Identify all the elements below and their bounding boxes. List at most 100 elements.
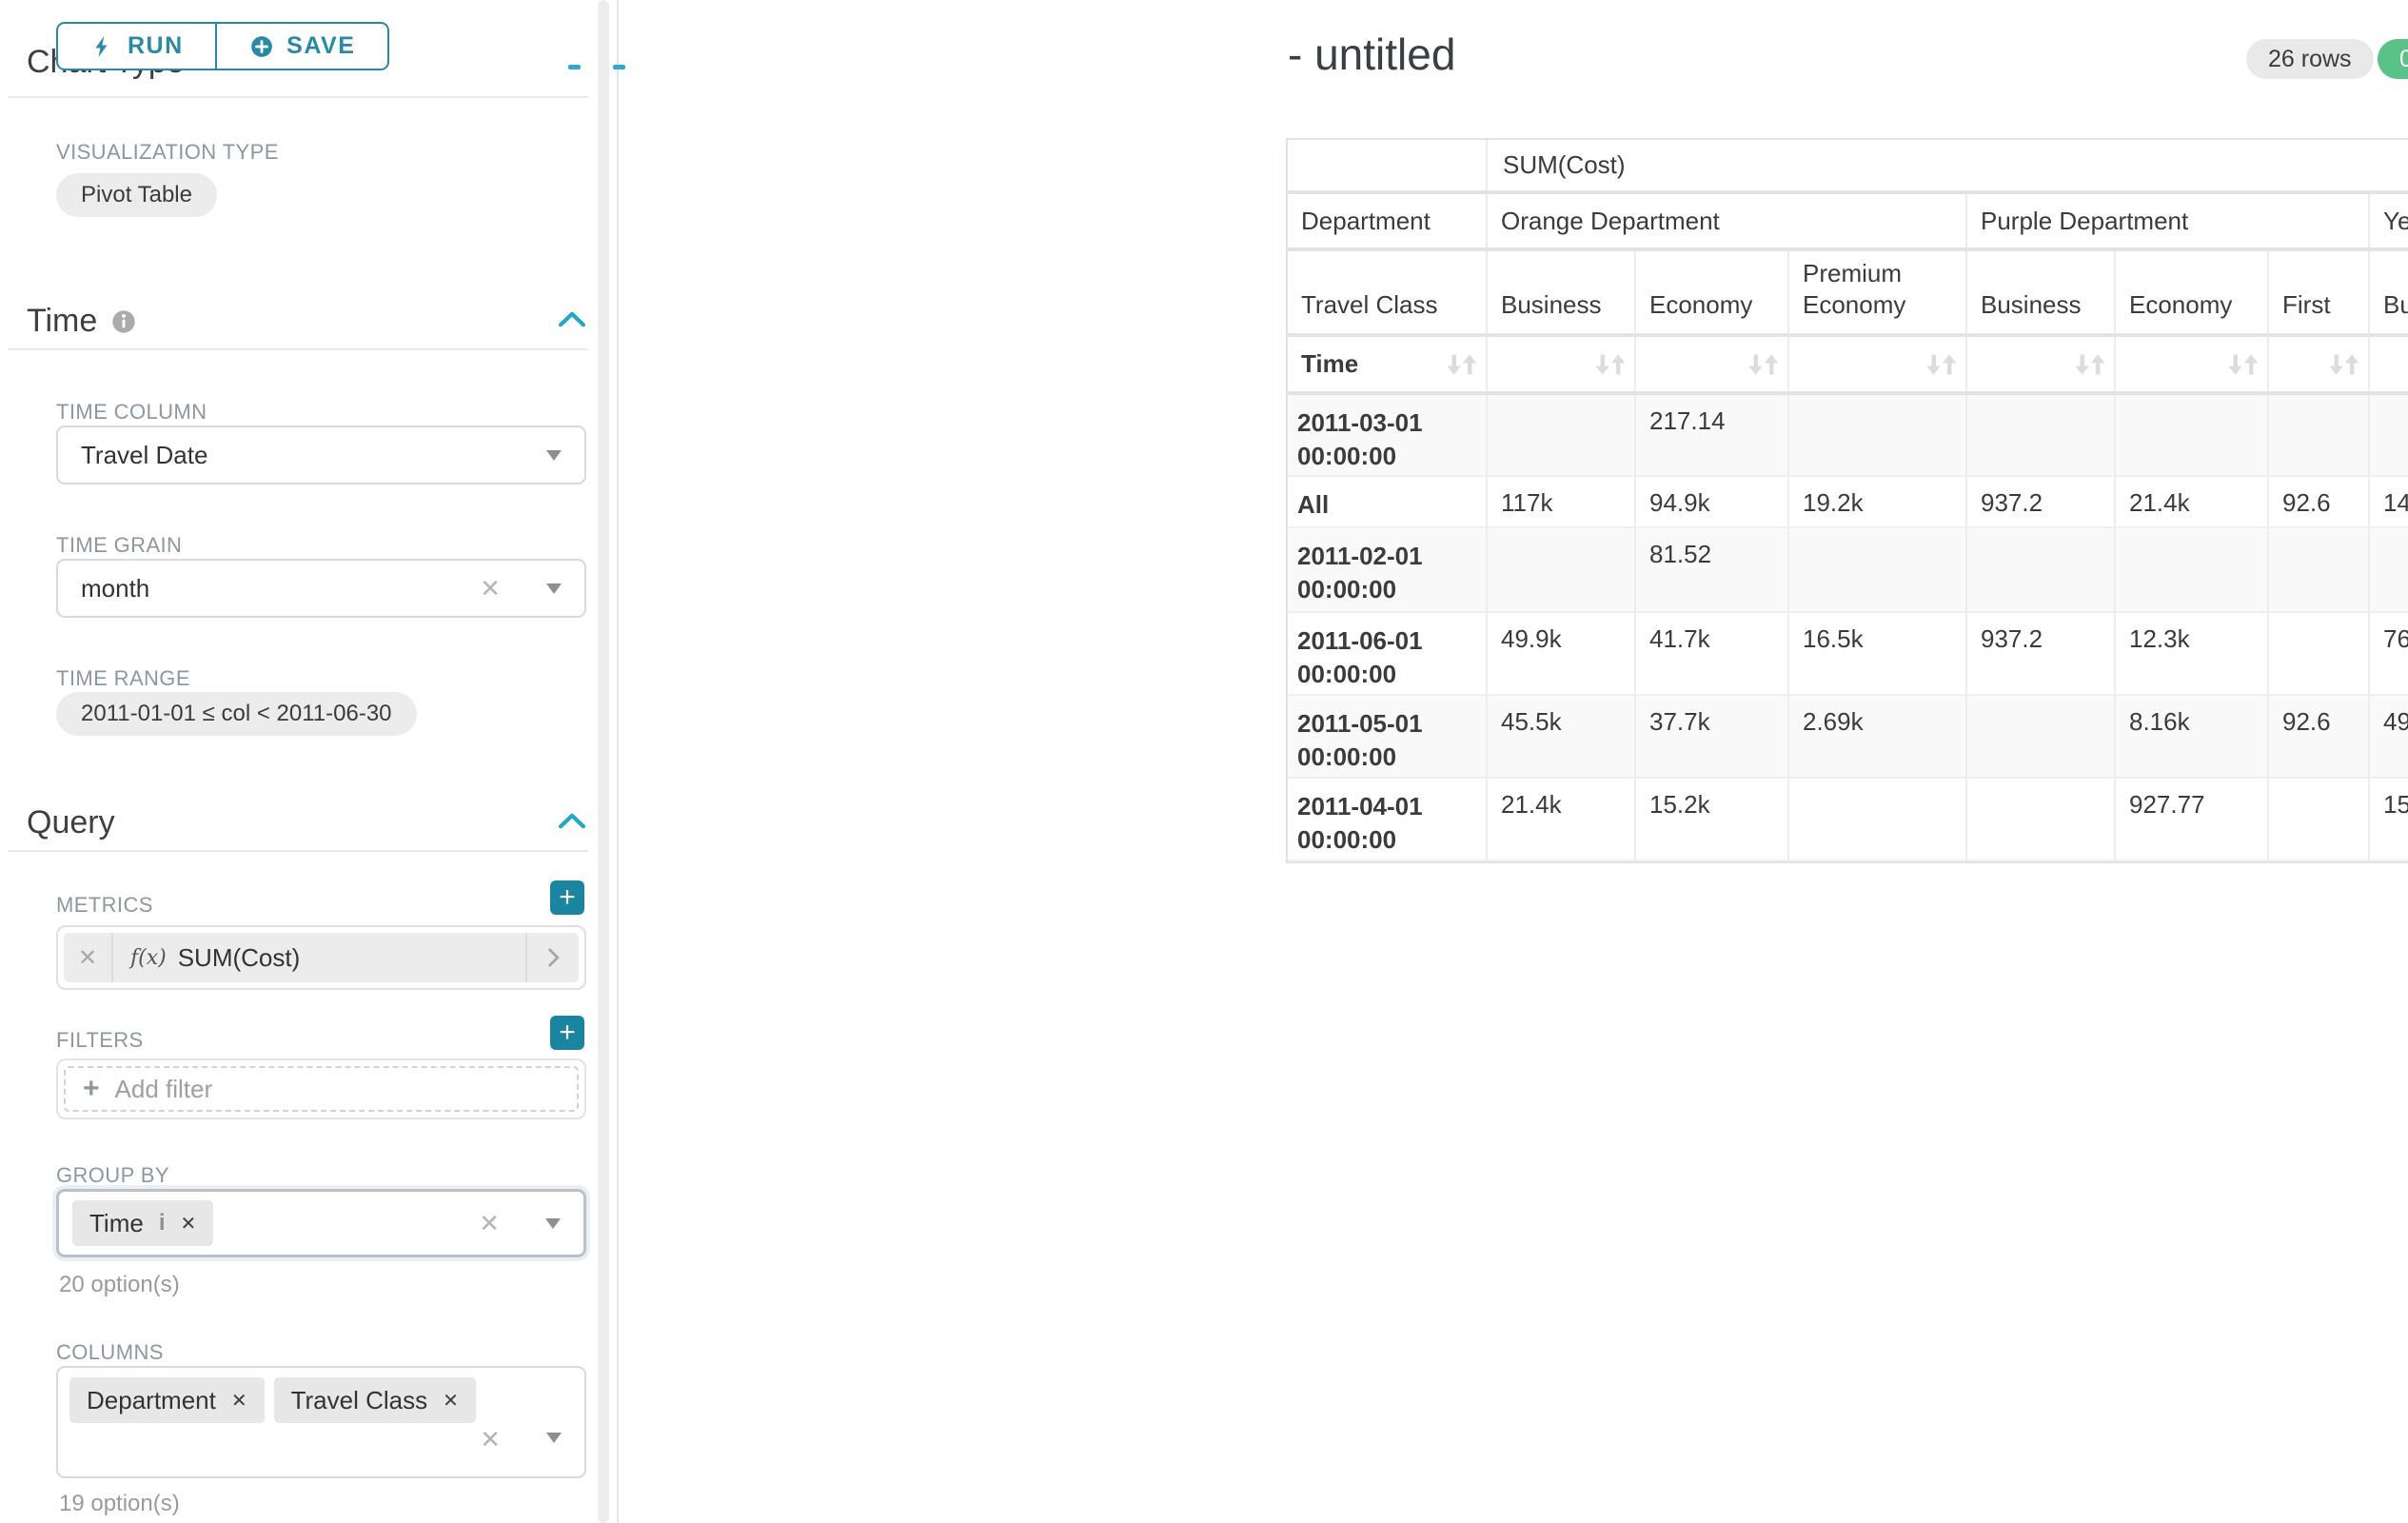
pivot-value-cell (1966, 393, 2116, 476)
remove-tag-icon[interactable]: ✕ (180, 1213, 197, 1235)
time-grain-value: month (81, 573, 150, 603)
sort-icon[interactable] (2227, 350, 2260, 379)
remove-tag-icon[interactable]: ✕ (443, 1390, 459, 1412)
query-section-heading: Query (27, 804, 115, 841)
pivot-value-cell: 19.2k (1788, 476, 1967, 527)
department-group-header: Orange Department (1487, 192, 1967, 249)
column-dimension-label: Department (1288, 192, 1488, 249)
pivot-value-cell (2115, 527, 2269, 612)
run-button[interactable]: RUN (56, 22, 218, 70)
bolt-icon (95, 35, 108, 57)
columns-tag[interactable]: Travel Class ✕ (273, 1377, 476, 1423)
chart-title[interactable]: - untitled (1288, 30, 1456, 79)
time-grain-select[interactable]: month ✕ (56, 559, 586, 618)
travel-class-header: Premium Economy (1788, 249, 1967, 335)
add-metric-button[interactable]: + (550, 880, 584, 915)
remove-metric-icon[interactable]: ✕ (64, 933, 113, 982)
time-grain-label: TIME GRAIN (56, 533, 183, 557)
chart-type-chevron-fragment-icon (568, 65, 581, 69)
sort-header-cell[interactable] (1966, 335, 2116, 393)
add-filter-plus-button[interactable]: + (550, 1016, 584, 1050)
sort-icon[interactable] (1747, 350, 1780, 379)
dropdown-caret-icon[interactable] (545, 1217, 561, 1229)
columns-label: COLUMNS (56, 1340, 164, 1364)
tag-label: Travel Class (290, 1385, 428, 1414)
columns-select[interactable]: Department ✕ Travel Class ✕ ✕ (56, 1366, 586, 1478)
pivot-value-cell: 92.6 (2268, 695, 2370, 778)
visualization-type-label: VISUALIZATION TYPE (56, 140, 279, 164)
pivot-value-cell: 45.5k (1487, 695, 1636, 778)
expand-metric-button[interactable] (525, 933, 579, 982)
table-row: 2011-05-01 00:00:00 45.5k 37.7k 2.69k 8.16k 9… (1288, 695, 2408, 778)
pivot-value-cell (2369, 393, 2408, 476)
table-row: All117k94.9k19.2k937.221.4k92.6142k106k6… (1288, 476, 2408, 527)
pivot-row-label: 2011-02-01 00:00:00 (1288, 527, 1488, 612)
sort-header-cell[interactable] (2268, 335, 2370, 393)
clear-icon[interactable]: ✕ (480, 574, 501, 603)
time-range-label: TIME RANGE (56, 666, 190, 690)
pivot-value-cell (1788, 393, 1967, 476)
pivot-value-cell (1966, 778, 2116, 860)
plus-circle-icon (251, 35, 273, 57)
group-by-tag[interactable]: Time i ✕ (72, 1200, 214, 1246)
sort-header-cell[interactable] (2369, 335, 2408, 393)
group-by-label: GROUP BY (56, 1163, 169, 1187)
department-group-header: Yellow Department (2369, 192, 2408, 249)
sidebar-scrollbar[interactable] (598, 0, 609, 1523)
add-filter-button[interactable]: + Add filter (64, 1066, 579, 1112)
sort-icon[interactable] (2074, 350, 2106, 379)
pivot-value-cell: 81.52 (1635, 527, 1789, 612)
sort-icon[interactable] (1594, 350, 1627, 379)
clear-icon[interactable]: ✕ (480, 1425, 501, 1454)
dropdown-caret-icon[interactable] (546, 449, 562, 461)
pivot-value-cell (1966, 695, 2116, 778)
pivot-value-cell (2268, 527, 2370, 612)
metric-pill[interactable]: ✕ f(x) SUM(Cost) (64, 933, 579, 982)
sort-header-cell[interactable] (1635, 335, 1789, 393)
columns-options-hint: 19 option(s) (59, 1491, 180, 1516)
sort-header-cell[interactable]: Time (1288, 335, 1488, 393)
table-row: 2011-06-01 00:00:00 49.9k 41.7k 16.5k 937.2 1… (1288, 612, 2408, 695)
info-icon (112, 309, 135, 333)
pivot-row-label: 2011-03-01 00:00:00 (1288, 393, 1488, 476)
group-by-select[interactable]: Time i ✕ ✕ (56, 1189, 586, 1257)
pivot-table-container: SUM(Cost) Department Orange Department Purp… (1286, 138, 2408, 863)
sort-header-cell[interactable] (1487, 335, 1636, 393)
sort-header-cell[interactable] (2115, 335, 2269, 393)
time-column-select[interactable]: Travel Date (56, 425, 586, 485)
visualization-type-pill[interactable]: Pivot Table (56, 173, 217, 217)
pivot-value-cell: 21.4k (2115, 476, 2269, 527)
sort-icon[interactable] (1925, 350, 1958, 379)
sort-icon[interactable] (2328, 350, 2360, 379)
remove-tag-icon[interactable]: ✕ (230, 1390, 247, 1412)
pivot-value-cell (1487, 527, 1636, 612)
pivot-value-cell: 8.16k (2115, 695, 2269, 778)
pivot-value-cell: 12.3k (2115, 612, 2269, 695)
clear-icon[interactable]: ✕ (479, 1209, 500, 1237)
dropdown-caret-icon[interactable] (546, 583, 562, 594)
dropdown-caret-icon[interactable] (546, 1433, 562, 1443)
save-button[interactable]: SAVE (215, 22, 390, 70)
pivot-value-cell (2369, 527, 2408, 612)
pivot-value-cell (2268, 393, 2370, 476)
travel-class-header: Business (1487, 249, 1636, 335)
pivot-value-cell: 16.5k (1788, 612, 1967, 695)
time-column-label: TIME COLUMN (56, 400, 207, 424)
collapse-chevron-icon[interactable] (558, 812, 586, 830)
sort-icon[interactable] (1446, 350, 1478, 379)
row-count-badge: 26 rows (2246, 39, 2374, 79)
sort-header-cell[interactable] (1788, 335, 1967, 393)
column-info-icon[interactable]: i (158, 1210, 166, 1236)
columns-tag[interactable]: Department ✕ (69, 1377, 265, 1423)
pivot-value-cell (1788, 778, 1967, 860)
time-range-pill[interactable]: 2011-01-01 ≤ col < 2011-06-30 (56, 692, 417, 736)
collapse-chevron-icon[interactable] (558, 310, 586, 328)
fx-icon: f(x) (130, 945, 167, 970)
run-button-label: RUN (128, 32, 184, 59)
pivot-value-cell: 15.9k (2369, 778, 2408, 860)
pivot-value-cell: 937.2 (1966, 612, 2116, 695)
